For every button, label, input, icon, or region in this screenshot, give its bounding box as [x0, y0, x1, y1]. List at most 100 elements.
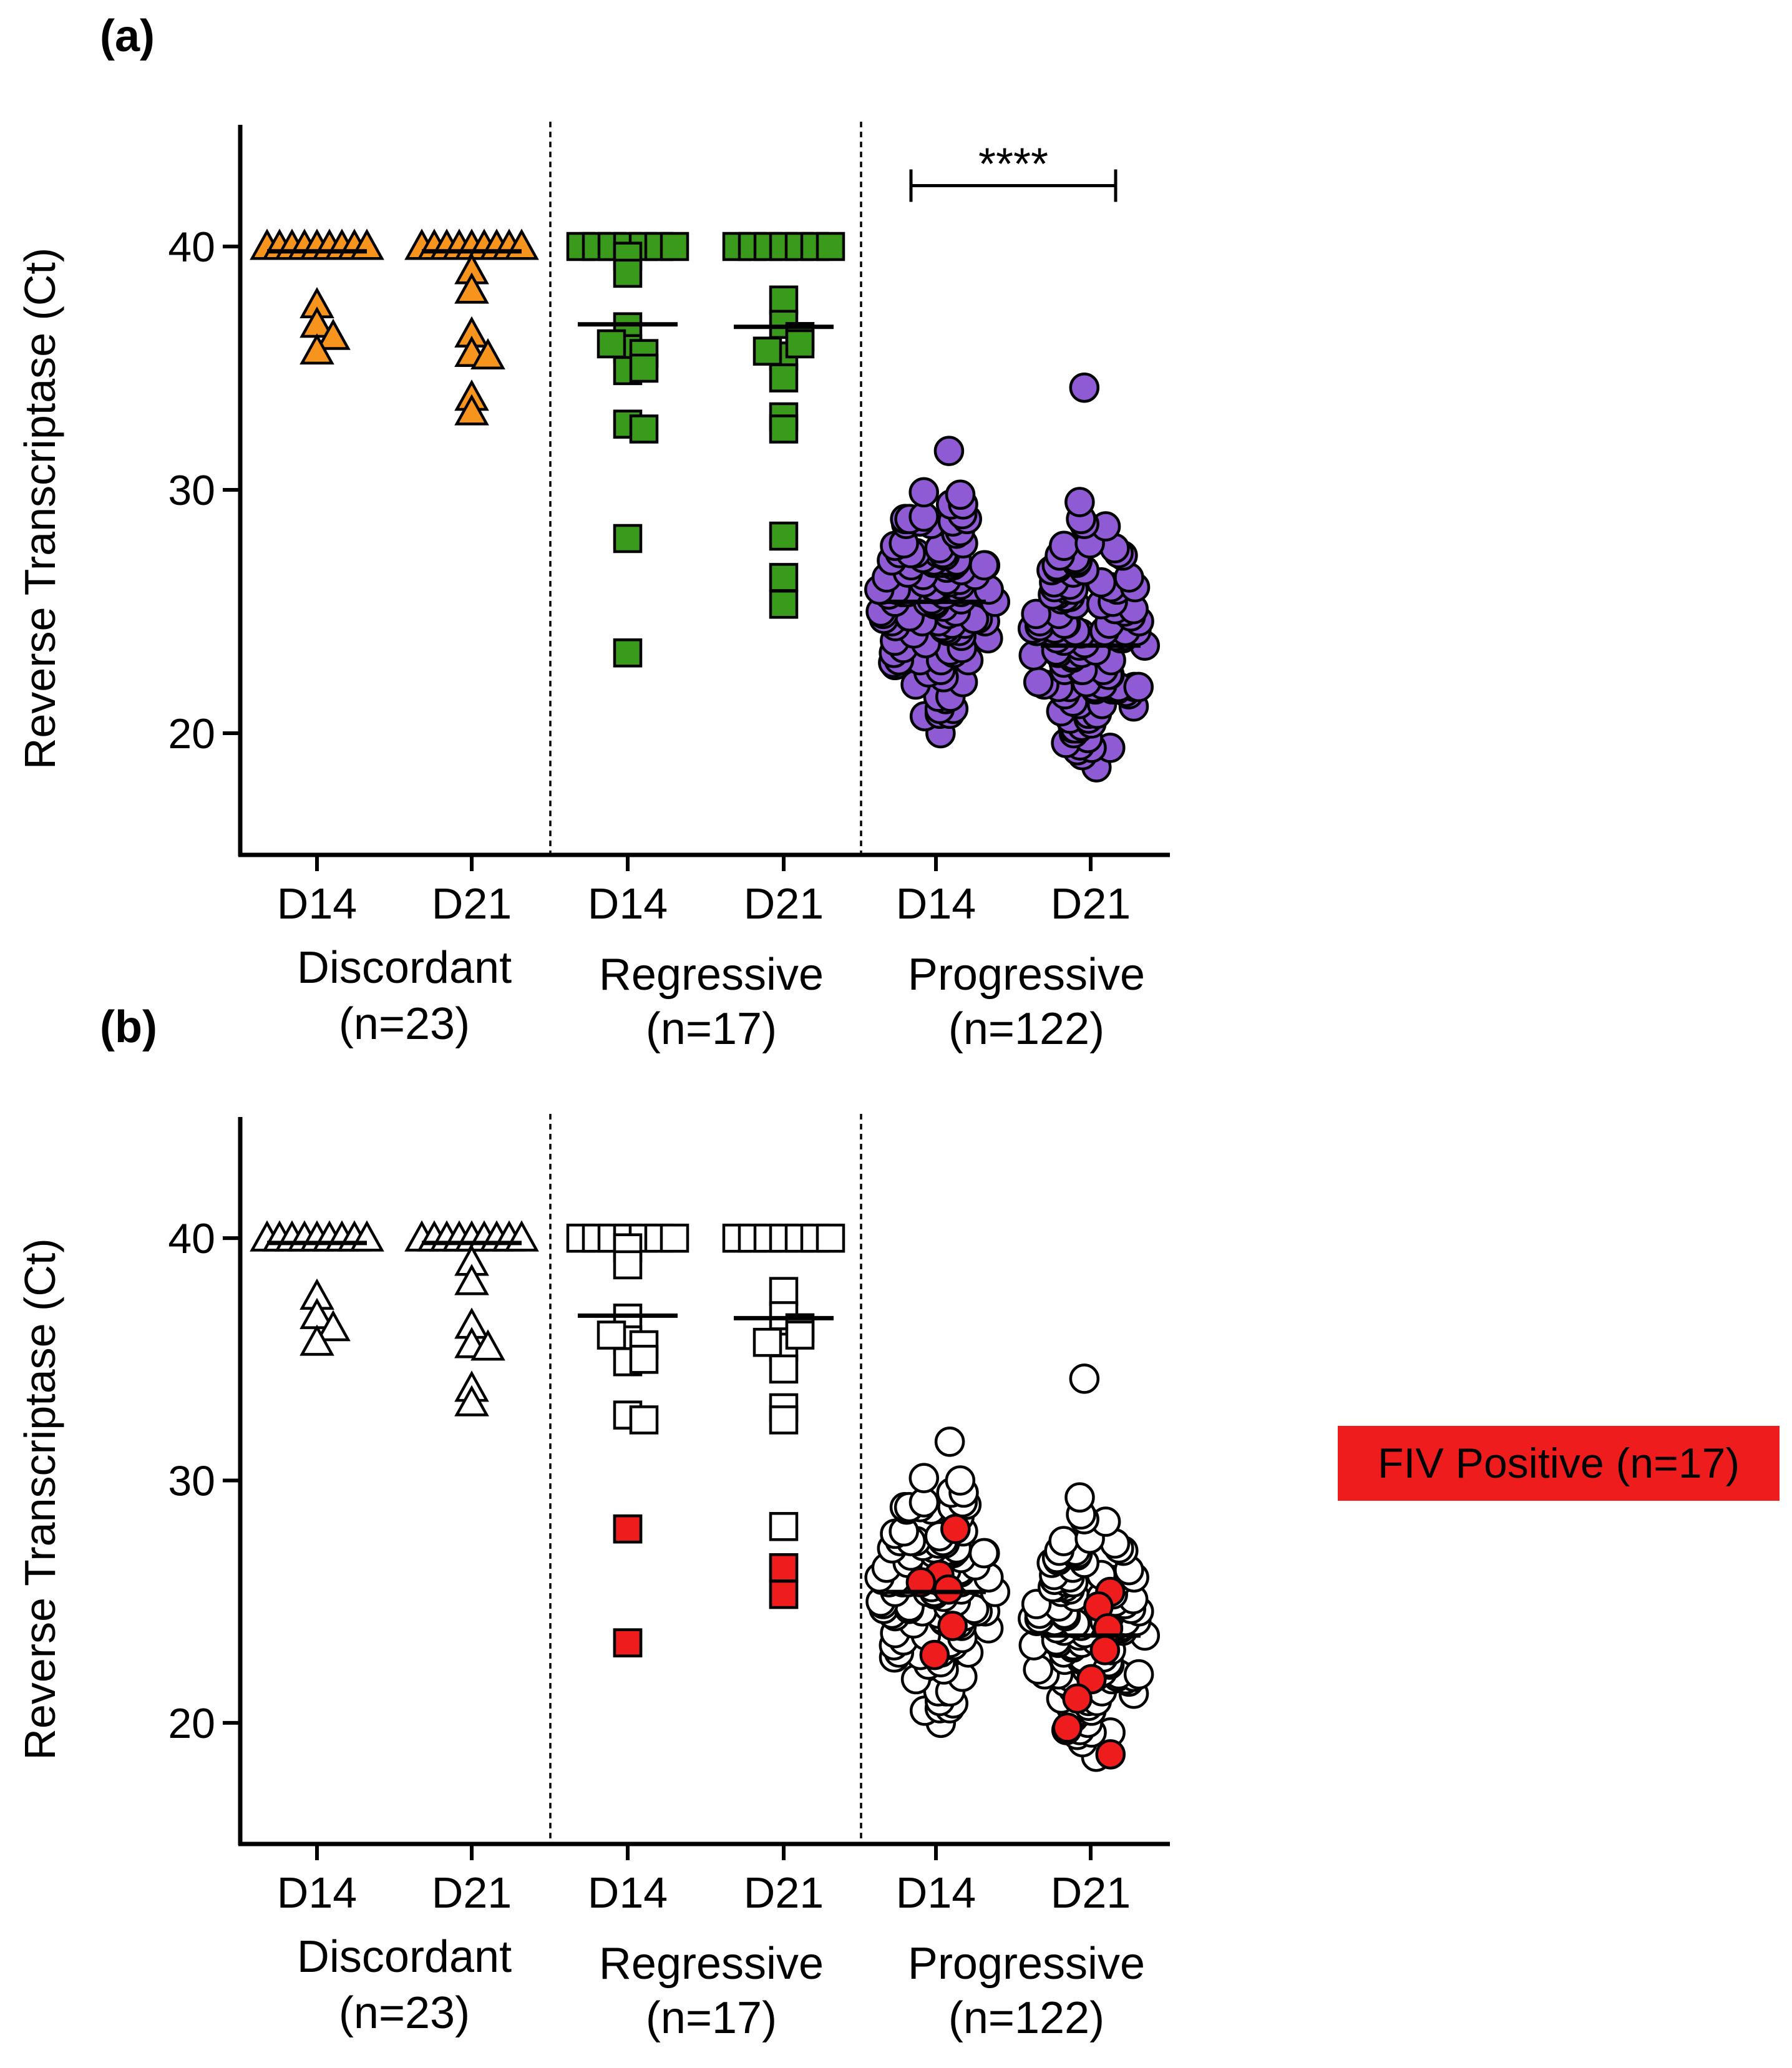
data-point-circle — [1089, 1635, 1121, 1666]
group-n-label: (n=122) — [948, 1004, 1104, 1054]
data-point-square — [660, 232, 689, 261]
data-point-circle — [1052, 1712, 1083, 1743]
x-tick-label: D14 — [277, 879, 357, 928]
y-tick-label: 40 — [168, 1215, 215, 1262]
data-point-square — [769, 590, 799, 619]
data-point-triangle — [454, 394, 489, 426]
data-point-triangle — [454, 1385, 489, 1417]
data-point-square — [597, 1320, 626, 1350]
data-point-circle — [905, 1567, 937, 1597]
data-point-square — [629, 1345, 659, 1374]
group-name-label: Discordant — [297, 943, 512, 993]
data-point-circle — [937, 1611, 968, 1641]
data-point-circle — [945, 1465, 976, 1496]
x-tick-label: D21 — [432, 879, 512, 928]
data-point-triangle — [454, 1264, 489, 1295]
data-point-triangle — [299, 333, 334, 365]
legend-fiv-positive-box — [1338, 1426, 1780, 1501]
legend-fiv-positive-label: FIV Positive (n=17) — [1378, 1440, 1740, 1487]
x-tick-label: D14 — [896, 879, 976, 928]
y-axis-label: Reverse Transcriptase (Ct) — [16, 248, 64, 769]
y-tick-label: 20 — [168, 710, 215, 758]
group-name-label: Discordant — [297, 1932, 512, 1982]
data-point-circle — [1069, 372, 1100, 403]
group-name-label: Progressive — [908, 1939, 1145, 1989]
panel-b: (b) 20 30 40 Reverse Transcriptase (Ct) D14 D2… — [16, 1002, 1170, 2043]
data-point-triangle — [299, 1324, 334, 1356]
data-point-triangle — [316, 1310, 351, 1342]
data-point-circle — [1095, 1739, 1126, 1770]
data-point-circle — [968, 1538, 1000, 1569]
x-tick-label: D21 — [1051, 879, 1131, 928]
data-point-square — [769, 1405, 799, 1435]
panel-label: (a) — [100, 11, 155, 61]
data-point-circle — [940, 1513, 971, 1544]
data-point-triangle — [470, 338, 505, 369]
y-tick-label: 30 — [168, 467, 215, 514]
data-point-circle — [933, 1574, 964, 1605]
y-tick-label: 20 — [168, 1700, 215, 1747]
x-tick-label: D14 — [277, 1868, 357, 1917]
y-tick-label: 40 — [168, 223, 215, 271]
data-point-circle — [1064, 1482, 1095, 1513]
data-point-square — [769, 1277, 799, 1306]
x-tick-label: D21 — [1051, 1868, 1131, 1917]
data-point-circle — [1123, 1659, 1154, 1690]
data-point-circle — [1023, 1654, 1053, 1685]
data-point-square — [769, 414, 799, 444]
y-axis-label: Reverse Transcriptase (Ct) — [16, 1238, 64, 1760]
data-point-square — [816, 1223, 845, 1253]
data-point-circle — [934, 1427, 965, 1457]
data-point-triangle — [454, 272, 489, 304]
data-point-square — [597, 329, 626, 359]
data-point-square — [769, 1553, 799, 1583]
data-point-circle — [1048, 530, 1079, 561]
data-point-square — [769, 363, 799, 393]
group-name-label: Progressive — [908, 950, 1145, 1000]
data-point-square — [613, 1250, 643, 1280]
data-point-circle — [1062, 1683, 1093, 1714]
data-point-square — [629, 414, 659, 444]
data-point-circle — [1069, 1363, 1100, 1394]
y-tick-label: 30 — [168, 1458, 215, 1505]
data-point-circle — [945, 479, 976, 510]
data-point-circle — [1064, 487, 1095, 517]
panel-a: (a) 20 30 40 Reverse Transcriptase (Ct) D14 D2… — [16, 11, 1170, 1054]
group-n-label: (n=17) — [646, 1004, 777, 1054]
data-point-square — [769, 1579, 799, 1609]
x-tick-label: D21 — [744, 1868, 824, 1917]
data-point-square — [613, 1628, 643, 1657]
group-n-label: (n=23) — [339, 1988, 470, 2038]
data-point-square — [769, 563, 799, 592]
data-point-square — [629, 353, 659, 383]
data-point-square — [752, 1327, 782, 1357]
significance-label: **** — [978, 140, 1048, 190]
data-point-square — [613, 1514, 643, 1544]
group-n-label: (n=17) — [646, 1993, 777, 2043]
data-point-square — [629, 1405, 659, 1435]
data-point-circle — [1048, 1526, 1079, 1556]
group-name-label: Regressive — [599, 1939, 824, 1989]
data-point-circle — [908, 477, 939, 508]
data-point-square — [613, 524, 643, 554]
group-name-label: Regressive — [599, 950, 824, 1000]
data-point-square — [613, 258, 643, 288]
panel-label: (b) — [100, 1002, 157, 1052]
x-tick-label: D14 — [588, 1868, 668, 1917]
data-point-square — [769, 1354, 799, 1384]
group-n-label: (n=23) — [339, 999, 470, 1049]
data-point-circle — [908, 1463, 940, 1493]
x-tick-label: D21 — [744, 879, 824, 928]
data-point-square — [816, 232, 845, 261]
data-point-square — [613, 638, 643, 668]
data-point-square — [785, 1320, 815, 1350]
data-point-square — [752, 336, 782, 366]
group-n-label: (n=122) — [948, 1993, 1104, 2043]
data-point-circle — [919, 1639, 950, 1670]
data-point-circle — [1021, 598, 1051, 630]
data-point-square — [769, 521, 799, 551]
data-point-circle — [1023, 666, 1054, 698]
data-point-circle — [1123, 671, 1154, 703]
data-point-triangle — [316, 318, 351, 350]
